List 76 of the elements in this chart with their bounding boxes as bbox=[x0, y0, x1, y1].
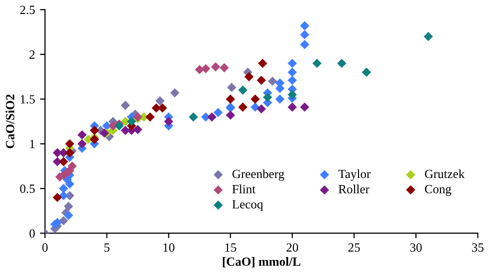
point bbox=[158, 103, 168, 113]
point bbox=[238, 86, 248, 95]
point bbox=[58, 216, 68, 226]
point bbox=[65, 179, 74, 189]
point bbox=[337, 58, 346, 68]
x-tick-label: 35 bbox=[472, 243, 484, 252]
x-tick-label: 5 bbox=[104, 243, 110, 252]
point bbox=[226, 94, 236, 104]
x-tick-label: 15 bbox=[225, 243, 236, 252]
point bbox=[300, 21, 310, 30]
y-tick-label: 2.5 bbox=[20, 6, 35, 14]
point bbox=[211, 62, 220, 72]
x-tick-label: 30 bbox=[410, 243, 422, 252]
point bbox=[262, 92, 272, 102]
x-tick-label: 25 bbox=[348, 243, 360, 252]
point bbox=[68, 162, 77, 171]
point bbox=[238, 102, 248, 112]
point bbox=[58, 184, 68, 194]
point bbox=[275, 94, 285, 104]
point bbox=[126, 116, 136, 126]
point bbox=[201, 64, 210, 74]
point bbox=[288, 76, 297, 85]
y-tick-label: 0 bbox=[29, 229, 35, 238]
y-tick-label: 1 bbox=[30, 140, 35, 148]
point bbox=[64, 210, 74, 220]
x-tick-label: 10 bbox=[163, 243, 174, 252]
point bbox=[120, 100, 130, 110]
point bbox=[424, 32, 433, 42]
point bbox=[64, 202, 74, 211]
point bbox=[300, 30, 310, 40]
point bbox=[226, 110, 236, 120]
point bbox=[90, 126, 100, 135]
point bbox=[258, 58, 268, 68]
y-axis-title: CaO/SiO2 bbox=[6, 94, 14, 148]
legend-label: Greenberg bbox=[232, 169, 284, 181]
point bbox=[188, 112, 198, 122]
point bbox=[77, 130, 87, 140]
point bbox=[300, 102, 310, 112]
point bbox=[170, 88, 180, 98]
point bbox=[244, 72, 254, 82]
point bbox=[256, 104, 266, 114]
legend-label: Lecoq bbox=[232, 200, 263, 212]
legend-label: Flint bbox=[232, 184, 256, 194]
point bbox=[268, 76, 278, 86]
point bbox=[133, 124, 142, 134]
point bbox=[288, 90, 297, 100]
point bbox=[362, 68, 372, 77]
point bbox=[52, 192, 62, 202]
point bbox=[65, 139, 74, 148]
point bbox=[100, 128, 109, 138]
point bbox=[250, 94, 260, 104]
point bbox=[300, 40, 310, 50]
point bbox=[288, 58, 297, 68]
legend-label: Grutzek bbox=[424, 169, 465, 178]
legend-label: Roller bbox=[338, 184, 370, 194]
point bbox=[288, 68, 297, 77]
point bbox=[220, 63, 229, 72]
point bbox=[227, 82, 236, 92]
point bbox=[155, 96, 165, 106]
point bbox=[207, 112, 217, 122]
legend-label: Cong bbox=[424, 184, 452, 196]
x-tick-label: 20 bbox=[286, 243, 298, 252]
legend-label: Taylor bbox=[338, 169, 371, 181]
point bbox=[213, 108, 223, 118]
point bbox=[256, 76, 266, 85]
y-tick-label: 2 bbox=[30, 50, 35, 59]
point bbox=[312, 58, 322, 68]
x-axis-title: [CaO] mmol/L bbox=[222, 257, 300, 268]
y-tick-label: 1.5 bbox=[20, 95, 35, 104]
point bbox=[164, 116, 174, 126]
y-tick-label: 0.5 bbox=[20, 184, 35, 194]
x-tick-label: 0 bbox=[42, 243, 48, 252]
point bbox=[250, 102, 260, 112]
point bbox=[145, 112, 155, 122]
point bbox=[58, 157, 68, 166]
point bbox=[288, 102, 297, 112]
